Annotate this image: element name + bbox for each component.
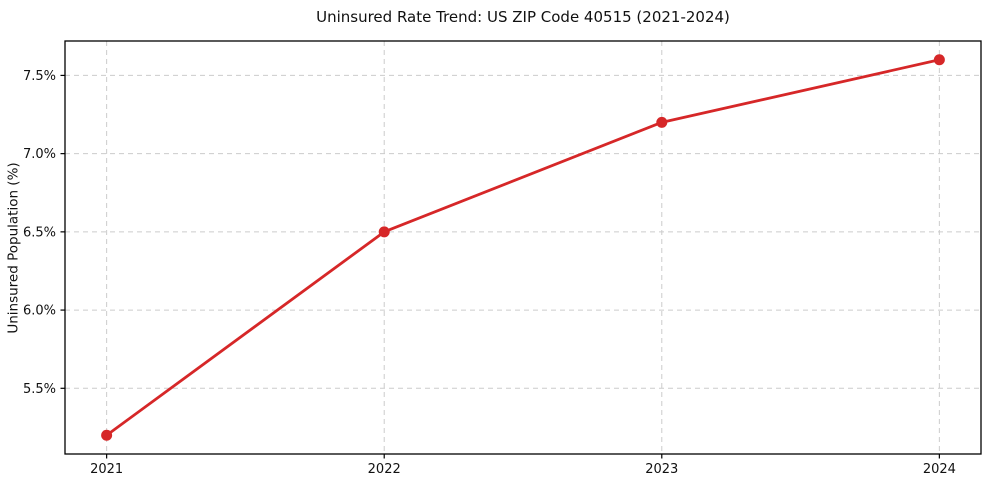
data-point-marker: [378, 226, 390, 238]
y-tick-label: 5.5%: [23, 382, 56, 397]
plot-border: [64, 40, 982, 455]
y-tick-label: 7.5%: [23, 69, 56, 84]
chart-title: Uninsured Rate Trend: US ZIP Code 40515 …: [316, 8, 730, 26]
x-tick-label: 2022: [368, 462, 401, 477]
data-point-marker: [656, 116, 668, 128]
x-tick-label: 2023: [645, 462, 678, 477]
x-tick-label: 2021: [90, 462, 123, 477]
x-tick-label: 2024: [923, 462, 956, 477]
trend-line: [105, 58, 941, 437]
data-point-marker: [101, 429, 113, 441]
y-tick-label: 6.5%: [23, 225, 56, 240]
data-point-marker: [933, 54, 945, 66]
y-tick-label: 7.0%: [23, 147, 56, 162]
y-tick-label: 6.0%: [23, 304, 56, 319]
